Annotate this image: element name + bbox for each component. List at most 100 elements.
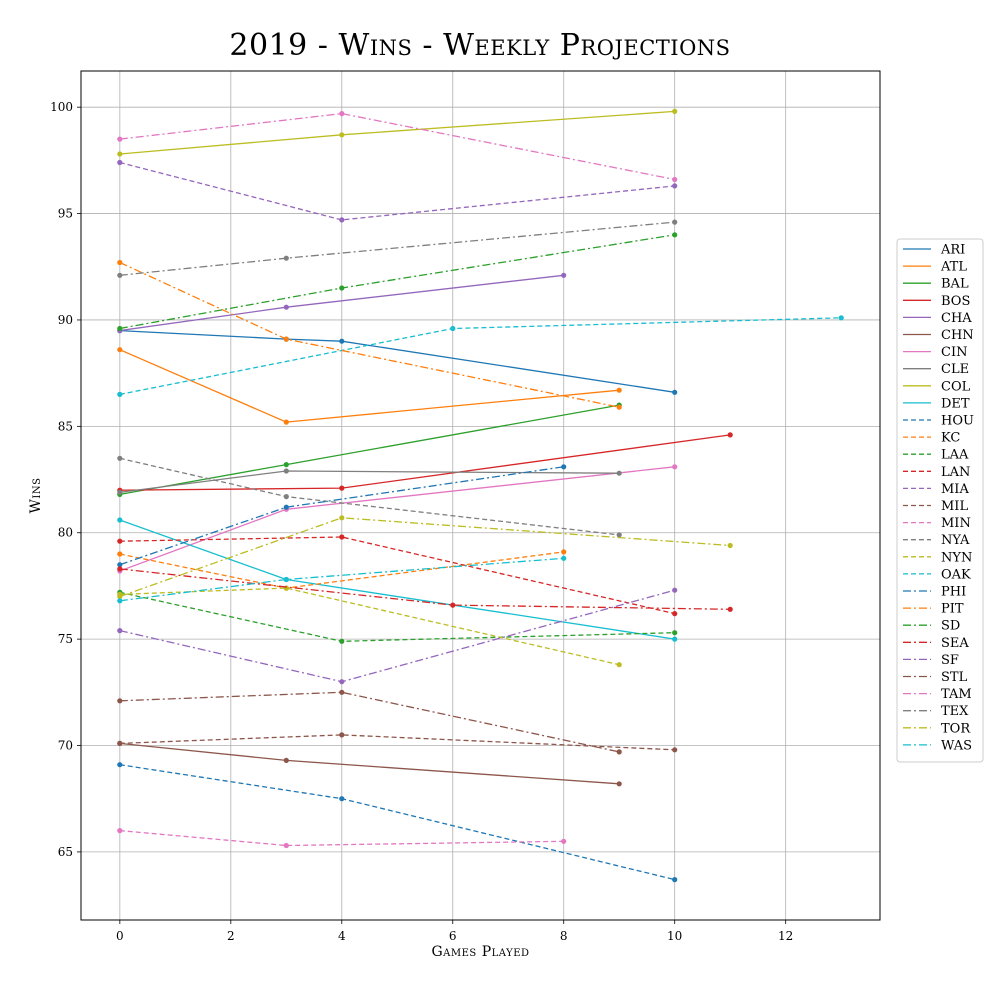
legend-label: CHN <box>941 328 974 343</box>
data-point <box>339 796 345 802</box>
data-point <box>283 576 289 583</box>
series-line <box>119 221 675 276</box>
data-point <box>283 494 289 500</box>
legend-item: NYN <box>903 550 972 565</box>
data-point <box>616 781 622 787</box>
data-point <box>339 285 345 291</box>
legend-item: KC <box>903 431 960 446</box>
series-lan <box>117 534 678 617</box>
data-point <box>616 404 622 410</box>
series-line <box>119 110 675 155</box>
series-cle <box>117 468 622 495</box>
data-point <box>672 232 678 238</box>
legend-item: TOR <box>903 721 971 736</box>
data-point <box>450 602 456 608</box>
series-mil <box>117 732 678 753</box>
data-point <box>117 347 123 353</box>
legend-label: NYN <box>941 550 972 565</box>
legend-item: CIN <box>903 345 967 360</box>
series-atl <box>117 347 622 425</box>
series-line <box>119 829 564 847</box>
legend-label: ATL <box>940 260 967 275</box>
data-point <box>727 432 733 438</box>
legend-label: WAS <box>941 738 972 753</box>
legend-label: SD <box>941 619 960 634</box>
data-point <box>283 336 289 342</box>
data-point <box>561 838 567 844</box>
data-point <box>283 842 289 849</box>
y-tick-label: 85 <box>58 419 73 433</box>
data-point <box>838 315 844 321</box>
data-point <box>339 638 345 644</box>
legend-label: LAN <box>941 465 970 480</box>
data-point <box>672 587 678 593</box>
y-axis-label: Wins <box>28 478 44 514</box>
data-point <box>117 551 123 557</box>
series-mia <box>117 159 678 223</box>
legend-item: CHA <box>903 311 972 326</box>
data-point <box>672 611 678 617</box>
data-point <box>283 255 289 261</box>
legend-frame <box>896 238 984 763</box>
data-point <box>117 538 123 544</box>
legend-item: TAM <box>903 687 972 702</box>
legend-item: PHI <box>903 585 966 600</box>
legend-item: HOU <box>903 414 974 429</box>
data-point <box>616 470 622 476</box>
data-point <box>561 549 567 555</box>
series-col <box>117 108 678 157</box>
data-point <box>117 489 123 495</box>
legend-label: PHI <box>941 585 966 600</box>
tick-layer: 0 2 4 6 8 10 12 65 70 75 80 85 90 95 100 <box>50 100 793 943</box>
x-tick-label: 2 <box>227 929 235 943</box>
data-point <box>117 828 123 834</box>
series-line <box>119 589 675 683</box>
data-point <box>339 132 345 138</box>
series-chn <box>117 740 622 787</box>
legend-item: NYA <box>903 533 970 548</box>
series-line <box>119 466 675 572</box>
x-tick-label: 10 <box>667 929 682 943</box>
series-line <box>119 519 675 640</box>
data-point <box>616 532 622 538</box>
legend-label: LAA <box>941 448 969 463</box>
legend-label: CIN <box>941 345 967 360</box>
data-point <box>561 272 567 278</box>
series-sf <box>117 587 678 685</box>
series-tam <box>117 111 678 183</box>
legend-item: CLE <box>903 362 969 377</box>
series-line <box>119 349 620 423</box>
legend-label: STL <box>941 670 968 685</box>
data-point <box>339 679 345 685</box>
data-point <box>117 151 123 157</box>
legend-label: MIL <box>941 499 968 514</box>
series-line <box>119 234 675 330</box>
data-point <box>616 749 622 755</box>
legend-item: ARI <box>903 243 965 258</box>
legend-item: ATL <box>903 260 967 275</box>
legend-item: MIN <box>903 516 971 531</box>
legend-item: MIA <box>903 482 969 497</box>
legend-label: ARI <box>940 243 965 258</box>
y-tick-label: 80 <box>58 526 73 540</box>
series-laa <box>117 589 678 644</box>
series-bos <box>117 432 733 493</box>
plot-frame <box>80 70 881 921</box>
data-point <box>117 598 123 604</box>
y-tick-label: 70 <box>58 739 73 753</box>
legend-item: MIL <box>903 499 968 514</box>
legend-item: TEX <box>903 704 969 719</box>
data-point <box>672 630 678 636</box>
series-layer <box>117 108 844 883</box>
data-point <box>339 515 345 521</box>
series-line <box>119 536 675 615</box>
legend-label: BAL <box>941 277 969 292</box>
data-point <box>117 566 123 572</box>
data-point <box>339 217 345 223</box>
legend-label: CLE <box>941 362 969 377</box>
legend-item: LAA <box>903 448 969 463</box>
data-point <box>727 606 733 612</box>
series-stl <box>117 689 622 755</box>
data-point <box>117 628 123 634</box>
